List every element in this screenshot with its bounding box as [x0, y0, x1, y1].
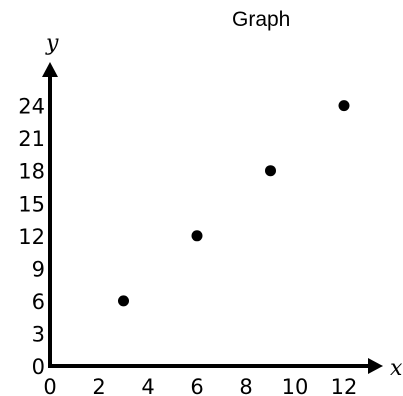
chart-title: Graph	[232, 8, 291, 31]
data-point	[338, 100, 350, 112]
y-tick-label: 15	[18, 192, 45, 216]
y-tick-label: 12	[18, 225, 45, 249]
y-tick-label: 0	[32, 355, 45, 379]
data-point	[191, 230, 203, 242]
data-point	[265, 165, 276, 177]
x-tick-label: 12	[331, 375, 358, 396]
x-axis-label: x	[390, 356, 403, 381]
x-tick-label: 4	[141, 375, 154, 396]
y-tick-label: 18	[18, 160, 45, 184]
x-tick-label: 2	[92, 375, 105, 396]
y-tick-label: 24	[18, 95, 45, 119]
y-tick-label: 3	[32, 322, 45, 346]
y-tick-label: 9	[32, 257, 45, 281]
data-points-group	[118, 100, 350, 307]
y-axis-label: y	[45, 31, 59, 56]
data-point	[118, 295, 129, 307]
y-tick-label: 21	[18, 127, 45, 151]
axes-group	[42, 62, 383, 374]
y-axis-arrow	[42, 62, 58, 77]
y-tick-label: 6	[32, 290, 45, 314]
x-tick-label: 6	[190, 375, 203, 396]
x-tick-label: 0	[43, 375, 56, 396]
x-axis-arrow	[368, 358, 383, 374]
x-tick-label: 10	[282, 375, 309, 396]
x-tick-label: 8	[239, 375, 252, 396]
